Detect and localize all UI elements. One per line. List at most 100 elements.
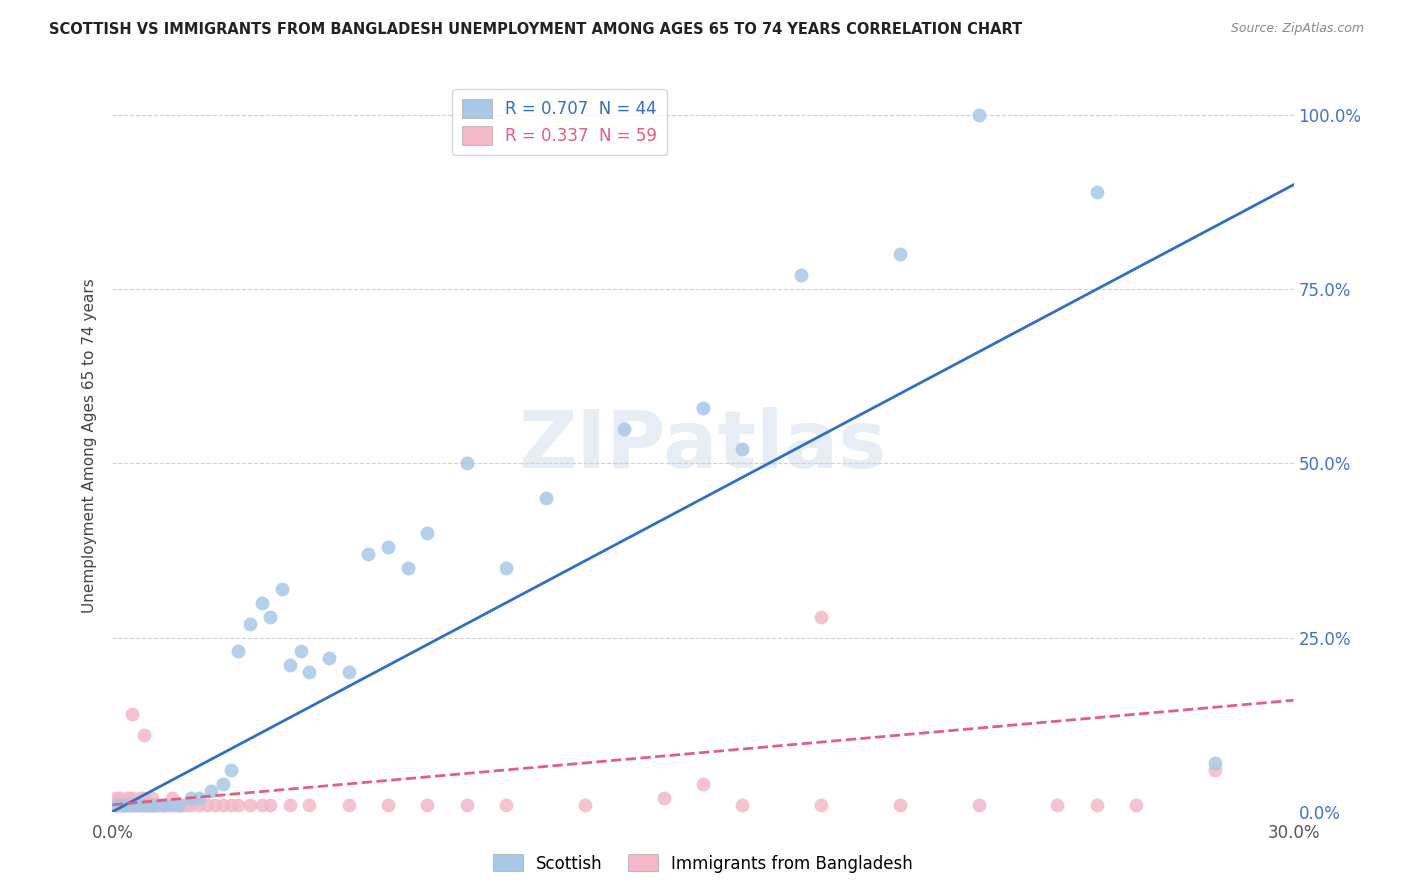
Point [132,797,155,812]
Point [117,790,139,805]
Point [219,797,242,812]
Point [211,797,233,812]
Point [160,790,183,805]
Point [259,609,281,624]
Point [145,797,167,812]
Point [337,665,360,680]
Point [1085,185,1108,199]
Point [129,790,152,805]
Point [495,797,517,812]
Point [160,797,183,812]
Point [121,790,143,805]
Point [117,797,139,812]
Point [810,797,832,812]
Point [692,777,714,791]
Point [165,797,187,812]
Point [125,797,148,812]
Point [152,797,174,812]
Point [456,797,478,812]
Point [967,797,990,812]
Point [211,777,233,791]
Point [121,707,143,722]
Point [172,797,194,812]
Point [180,790,202,805]
Point [1204,763,1226,777]
Point [188,797,211,812]
Point [357,547,380,561]
Point [889,797,911,812]
Point [129,797,152,812]
Point [377,540,399,554]
Point [731,797,754,812]
Point [278,797,301,812]
Point [290,644,312,658]
Point [176,797,198,812]
Point [731,442,754,457]
Point [136,797,159,812]
Point [250,797,273,812]
Point [1125,797,1147,812]
Point [416,797,439,812]
Point [149,797,172,812]
Point [270,582,292,596]
Legend: R = 0.707  N = 44, R = 0.337  N = 59: R = 0.707 N = 44, R = 0.337 N = 59 [451,88,666,155]
Point [396,561,419,575]
Point [105,790,128,805]
Point [228,644,250,658]
Point [169,797,191,812]
Point [1046,797,1069,812]
Point [239,797,262,812]
Point [574,797,596,812]
Point [169,797,191,812]
Point [132,797,155,812]
Point [219,763,242,777]
Y-axis label: Unemployment Among Ages 65 to 74 years: Unemployment Among Ages 65 to 74 years [82,278,97,614]
Point [239,616,262,631]
Point [228,797,250,812]
Point [125,797,148,812]
Point [141,797,163,812]
Point [200,784,222,798]
Point [967,108,990,122]
Point [125,797,148,812]
Point [298,797,321,812]
Point [145,797,167,812]
Point [110,797,132,812]
Point [259,797,281,812]
Point [156,797,179,812]
Point [141,797,163,812]
Point [195,797,218,812]
Point [121,797,143,812]
Point [110,797,132,812]
Point [790,268,813,283]
Point [129,797,152,812]
Point [534,491,557,506]
Point [810,609,832,624]
Point [112,797,135,812]
Point [188,790,211,805]
Point [152,797,174,812]
Point [613,421,636,435]
Point [132,790,155,805]
Point [136,797,159,812]
Point [132,728,155,742]
Point [204,797,226,812]
Point [112,797,135,812]
Point [298,665,321,680]
Point [180,797,202,812]
Point [141,790,163,805]
Point [456,457,478,471]
Point [495,561,517,575]
Legend: Scottish, Immigrants from Bangladesh: Scottish, Immigrants from Bangladesh [486,847,920,880]
Point [337,797,360,812]
Point [1085,797,1108,812]
Point [889,247,911,261]
Point [105,797,128,812]
Text: Source: ZipAtlas.com: Source: ZipAtlas.com [1230,22,1364,36]
Point [110,790,132,805]
Point [1204,756,1226,770]
Point [416,526,439,541]
Point [112,797,135,812]
Point [121,797,143,812]
Text: ZIPatlas: ZIPatlas [519,407,887,485]
